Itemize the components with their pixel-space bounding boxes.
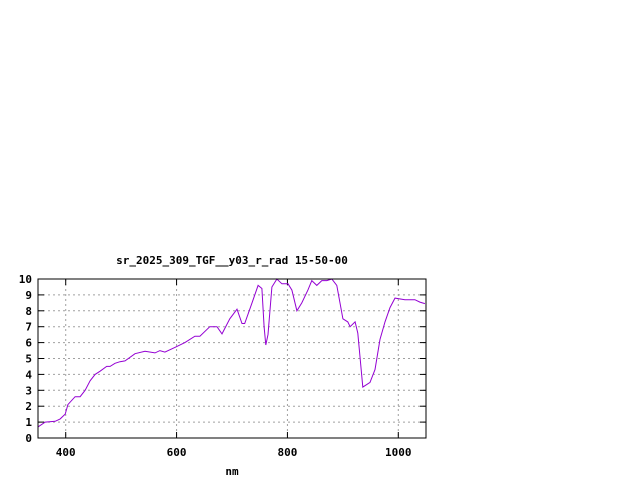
y-tick-label: 10: [19, 273, 32, 286]
axis-ticks: 0 1 2 3 4 5 6 7 8 9 10 400 600 800 1000: [19, 273, 426, 459]
x-tick-label: 1000: [385, 446, 412, 459]
x-tick-label: 400: [56, 446, 76, 459]
y-tick-label: 0: [25, 432, 32, 445]
y-tick-label: 7: [25, 321, 32, 334]
x-tick-label: 600: [167, 446, 187, 459]
y-tick-label: 4: [25, 368, 32, 381]
grid: [38, 279, 426, 438]
y-tick-label: 2: [25, 400, 32, 413]
series-line: [37, 278, 426, 428]
y-tick-label: 8: [25, 305, 32, 318]
y-tick-label: 5: [25, 353, 32, 366]
x-axis-label: nm: [225, 465, 239, 478]
y-tick-label: 1: [25, 416, 32, 429]
chart-title: sr_2025_309_TGF__y03_r_rad 15-50-00: [116, 254, 348, 267]
y-tick-label: 9: [25, 289, 32, 302]
x-tick-label: 800: [277, 446, 297, 459]
y-tick-label: 3: [25, 384, 32, 397]
plot-border: [37, 278, 427, 439]
y-tick-label: 6: [25, 337, 32, 350]
